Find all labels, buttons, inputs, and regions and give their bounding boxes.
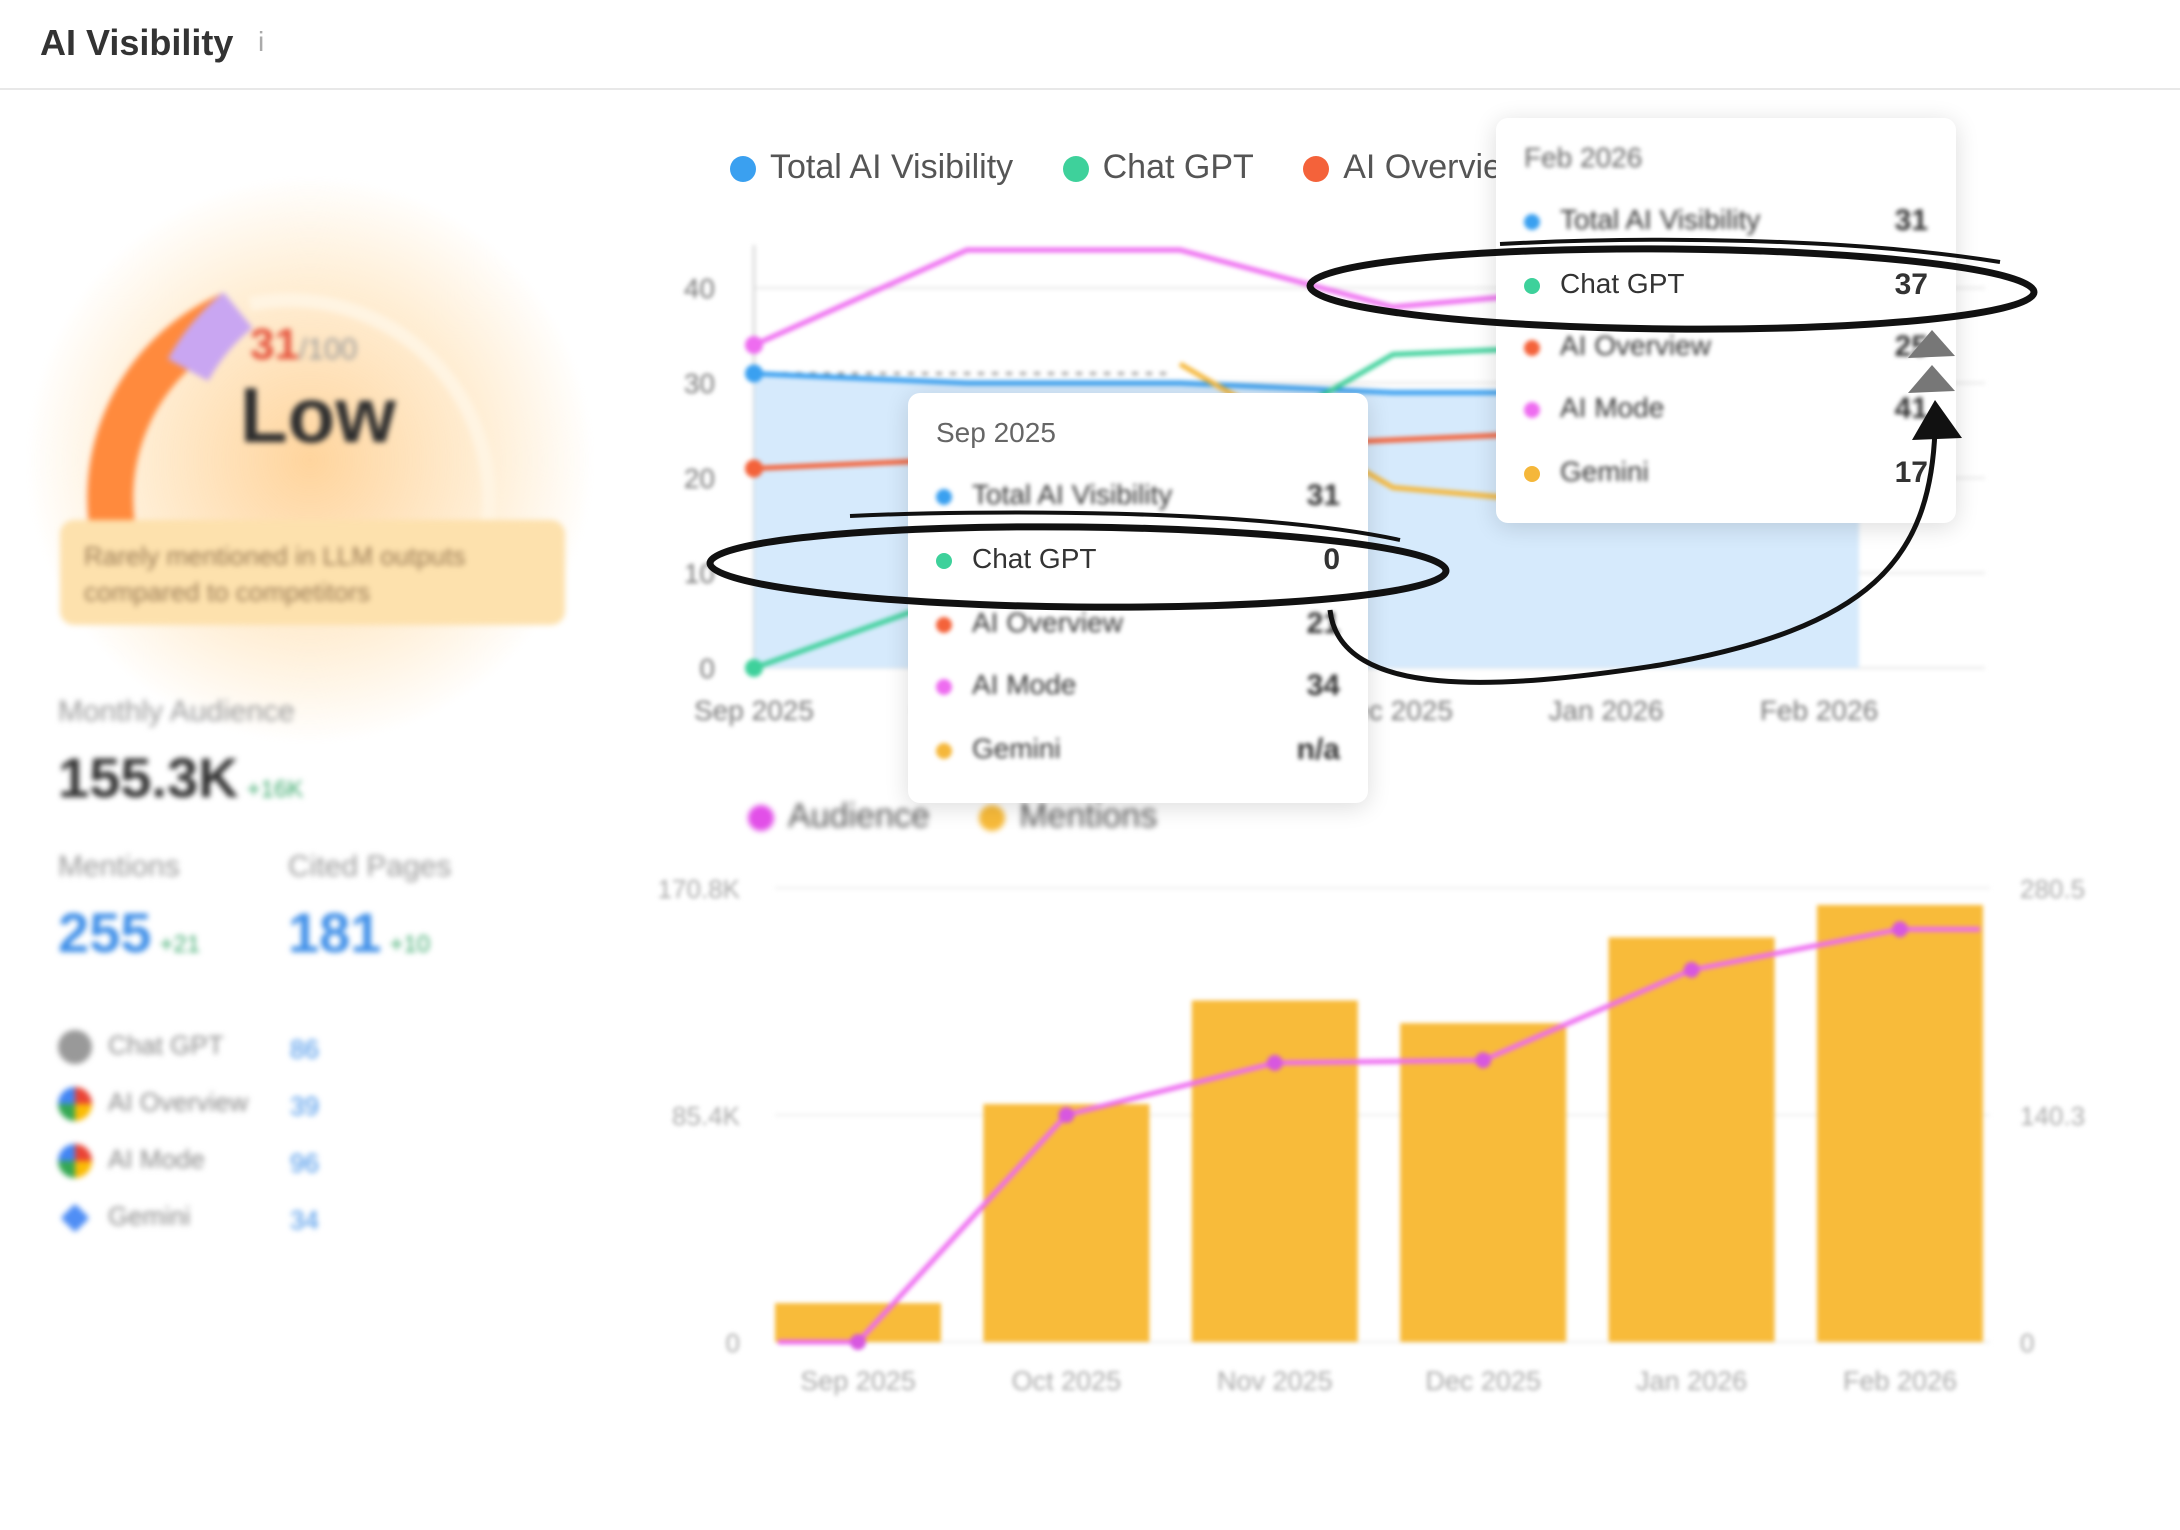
highlight-ellipse-right bbox=[1306, 245, 2038, 333]
tooltip-sep-2025: Sep 2025 Total AI Visibility 31 Chat GPT 0… bbox=[908, 393, 1368, 803]
score-value: 31/100 bbox=[250, 320, 358, 369]
tooltip-row: Gemini 17 bbox=[1524, 456, 1928, 496]
arrow-head-icon bbox=[1908, 365, 1955, 393]
x-tick-label: Feb 2026 bbox=[1760, 695, 1878, 726]
audience-line bbox=[778, 926, 1980, 1345]
legend-item[interactable]: Chat GPT bbox=[1062, 148, 1254, 186]
mentions-bar bbox=[1608, 937, 1775, 1342]
arrow-head-icon bbox=[1912, 400, 1962, 440]
highlight-stroke bbox=[849, 510, 1401, 542]
y-tick-label: 40 bbox=[684, 273, 715, 304]
x-tick-label: Jan 2026 bbox=[1548, 695, 1663, 726]
audience-point bbox=[1892, 921, 1908, 938]
audience-point bbox=[850, 1334, 866, 1350]
source-row-ai-mode[interactable]: AI Mode 96 bbox=[58, 1144, 319, 1184]
audience-point bbox=[1266, 1054, 1283, 1071]
audience-point bbox=[1475, 1052, 1492, 1069]
mentions-bar bbox=[1817, 904, 1983, 1342]
x-tick-label: Sep 2025 bbox=[694, 695, 814, 726]
tooltip-row: Total AI Visibility 31 bbox=[1524, 204, 1928, 244]
gauge-arc-secondary bbox=[167, 292, 253, 382]
tooltip-row-highlight: Chat GPT 0 bbox=[936, 543, 1340, 583]
score-level: Low bbox=[240, 371, 396, 459]
right-axis-tick: 0 bbox=[2020, 1328, 2034, 1358]
bar-chart-body: 0 0 85.4K 140.3 170.8K 280.5 Sep 2025 Oct 2025 N… bbox=[658, 874, 2085, 1396]
mentions-bar bbox=[983, 1104, 1150, 1342]
tooltip-title: Feb 2026 bbox=[1524, 142, 1643, 173]
source-row-ai-overview[interactable]: AI Overview 39 bbox=[58, 1087, 319, 1127]
line-chart-legend: Total AI Visibility Chat GPT AI Overview bbox=[730, 148, 1567, 187]
source-row-chatgpt[interactable]: Chat GPT 86 bbox=[58, 1030, 319, 1070]
highlight-stroke bbox=[1499, 237, 2001, 264]
page-title: AI Visibility bbox=[40, 22, 234, 63]
mentions-label: Mentions bbox=[58, 850, 180, 883]
arrow-head-icon bbox=[1908, 330, 1955, 358]
tooltip-row: AI Mode 41 bbox=[1524, 392, 1928, 432]
left-axis-tick: 170.8K bbox=[658, 874, 741, 904]
legend-item[interactable]: Audience bbox=[748, 797, 930, 835]
gauge-arc-track bbox=[248, 293, 497, 563]
tooltip-row: AI Overview 25 bbox=[1524, 330, 1928, 370]
info-icon[interactable]: i bbox=[258, 26, 265, 57]
highlight-ellipse-left bbox=[706, 523, 1450, 611]
audience-point bbox=[1683, 961, 1700, 978]
monthly-audience-value: 155.3K +16K bbox=[58, 746, 304, 809]
legend-item[interactable]: AI Overview bbox=[1303, 148, 1527, 186]
openai-icon bbox=[58, 1030, 92, 1065]
data-point bbox=[745, 659, 763, 677]
tooltip-title: Sep 2025 bbox=[936, 417, 1056, 448]
y-tick-label: 0 bbox=[699, 653, 715, 684]
x-tick-label: Nov 2025 bbox=[1217, 1366, 1333, 1396]
google-icon bbox=[58, 1087, 92, 1122]
tooltip-row: Total AI Visibility 31 bbox=[936, 479, 1340, 519]
x-tick-label: Dec 2025 bbox=[1425, 1366, 1541, 1396]
legend-item[interactable]: Total AI Visibility bbox=[730, 148, 1013, 186]
left-axis-tick: 85.4K bbox=[672, 1101, 741, 1131]
x-tick-label: Sep 2025 bbox=[800, 1366, 916, 1396]
y-tick-label: 30 bbox=[684, 368, 715, 399]
source-row-gemini[interactable]: Gemini 34 bbox=[58, 1201, 319, 1241]
annotation-arrow bbox=[1327, 429, 1938, 685]
monthly-audience-label: Monthly Audience bbox=[58, 695, 295, 728]
summary-panel: 31/100 Low Rarely mentioned in LLM outpu… bbox=[0, 100, 600, 1520]
x-tick-label: Feb 2026 bbox=[1843, 1366, 1957, 1396]
tooltip-row: AI Mode 34 bbox=[936, 669, 1340, 709]
audience-mentions-chart: 0 0 85.4K 140.3 170.8K 280.5 Sep 2025 Oct 2025 N… bbox=[658, 874, 2085, 1396]
tooltip-row: Gemini n/a bbox=[936, 733, 1340, 773]
left-axis-tick: 0 bbox=[726, 1328, 740, 1358]
audience-point bbox=[1058, 1107, 1075, 1123]
tooltip-row: AI Overview 21 bbox=[936, 607, 1340, 647]
cited-pages-label: Cited Pages bbox=[288, 850, 452, 883]
data-point bbox=[745, 459, 763, 478]
google-icon bbox=[58, 1144, 92, 1179]
right-axis-tick: 280.5 bbox=[2020, 874, 2085, 904]
data-point bbox=[745, 336, 763, 354]
x-tick-label: Jan 2026 bbox=[1636, 1366, 1747, 1396]
y-tick-label: 20 bbox=[684, 463, 715, 494]
visibility-gauge bbox=[87, 292, 497, 568]
tooltip-row-highlight: Chat GPT 37 bbox=[1524, 268, 1928, 308]
x-tick-label: Oct 2025 bbox=[1012, 1366, 1122, 1396]
mentions-bar bbox=[1400, 1023, 1567, 1342]
bar-chart-legend: Audience Mentions bbox=[748, 797, 1197, 836]
legend-item[interactable]: Mentions bbox=[979, 797, 1157, 835]
score-description: Rarely mentioned in LLM outputs compared… bbox=[60, 520, 565, 625]
right-axis-tick: 140.3 bbox=[2020, 1101, 2085, 1131]
top-bar: AI Visibility i bbox=[0, 0, 2180, 90]
mentions-value[interactable]: 255 +21 bbox=[58, 901, 201, 964]
data-point bbox=[745, 364, 763, 383]
cited-pages-value[interactable]: 181 +10 bbox=[288, 901, 431, 964]
